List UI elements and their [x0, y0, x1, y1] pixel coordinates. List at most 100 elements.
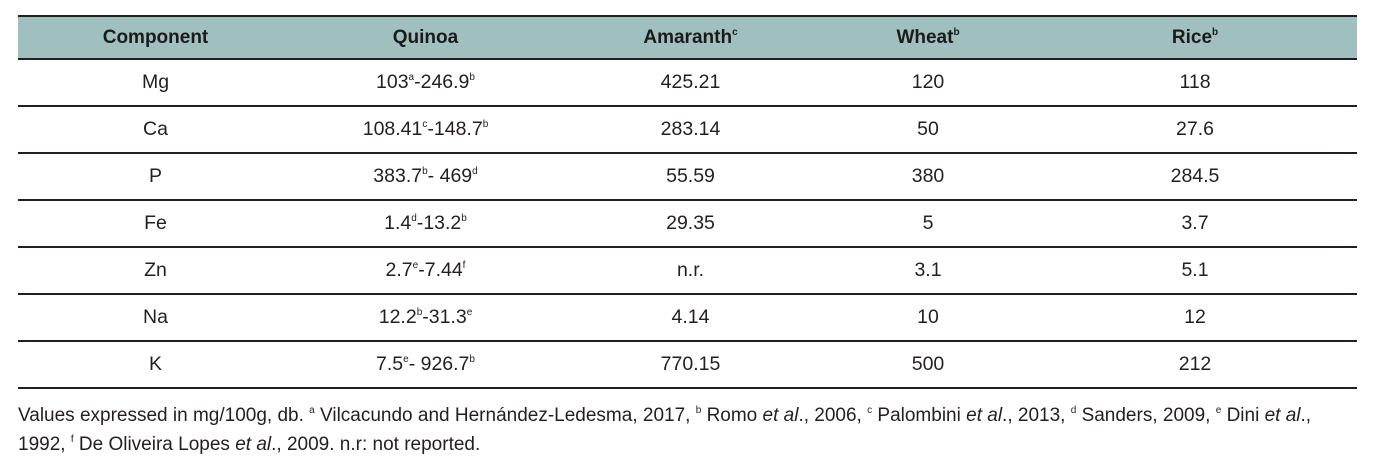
cell-amaranth: 29.35	[558, 200, 823, 248]
table-row: P 383.7b- 469d 55.59 380 284.5	[18, 153, 1357, 201]
quinoa-range-separator: -	[416, 212, 424, 234]
cell-rice: 118	[1033, 59, 1357, 107]
cell-amaranth: n.r.	[558, 247, 823, 295]
footnote-ref-author: Romo	[706, 405, 758, 426]
quinoa-low-ref: b	[422, 166, 428, 177]
footnote-reference: a Vilcacundo and Hernández-Ledesma, 2017…	[309, 405, 690, 426]
cell-wheat: 500	[823, 341, 1033, 389]
cell-wheat: 3.1	[823, 247, 1033, 295]
footnote-ref-year: ., 2006,	[798, 405, 862, 426]
cell-rice: 5.1	[1033, 247, 1357, 295]
quinoa-high-value: 148.7	[433, 118, 483, 140]
cell-amaranth: 55.59	[558, 153, 823, 201]
table-header-row: Component Quinoa Amaranthc Wheatb Riceb	[18, 15, 1357, 60]
table-row: Mg 103a-246.9b 425.21 120 118	[18, 59, 1357, 107]
table-row: K 7.5e- 926.7b 770.15 500 212	[18, 341, 1357, 389]
cell-rice: 212	[1033, 341, 1357, 389]
mineral-composition-table: Component Quinoa Amaranthc Wheatb Riceb …	[18, 15, 1357, 389]
table-row: Ca 108.41c-148.7b 283.14 50 27.6	[18, 106, 1357, 154]
cell-wheat: 380	[823, 153, 1033, 201]
footnote-references: a Vilcacundo and Hernández-Ledesma, 2017…	[18, 405, 1311, 455]
quinoa-high-value: 246.9	[420, 71, 470, 93]
quinoa-low-value: 12.2	[378, 306, 417, 328]
cell-wheat: 50	[823, 106, 1033, 154]
quinoa-high-ref: b	[461, 213, 467, 224]
quinoa-high-value: 7.44	[424, 259, 463, 281]
quinoa-low-value: 7.5	[376, 353, 404, 375]
quinoa-high-ref: b	[482, 119, 489, 130]
cell-wheat: 120	[823, 59, 1033, 107]
cell-quinoa: 12.2b-31.3e	[293, 294, 558, 342]
quinoa-low-value: 103	[376, 71, 409, 93]
quinoa-low-value: 2.7	[385, 259, 413, 281]
quinoa-high-ref: b	[469, 354, 475, 365]
footnote-ref-author: Palombini	[877, 405, 961, 426]
footnote-ref-author: Dini	[1226, 405, 1260, 426]
cell-amaranth: 4.14	[558, 294, 823, 342]
quinoa-range-separator: -	[422, 306, 429, 328]
quinoa-high-value: 13.2	[423, 212, 462, 234]
footnote-reference: e Dini et al., 1992,	[18, 405, 1311, 455]
table-body: Mg 103a-246.9b 425.21 120 118 Ca 108.41c-148.7…	[18, 59, 1357, 389]
cell-component: Ca	[18, 106, 293, 154]
footnote-reference: d Sanders, 2009,	[1065, 405, 1211, 426]
footnote-ref-marker: f	[70, 434, 74, 445]
cell-rice: 3.7	[1033, 200, 1357, 248]
header-component: Component	[18, 15, 293, 60]
footnote-reference: f De Oliveira Lopes et al., 2009.	[66, 434, 335, 455]
quinoa-low-ref: e	[403, 354, 409, 365]
footnote-intro: Values expressed in mg/100g, db.	[18, 405, 304, 426]
table-row: Fe 1.4d-13.2b 29.35 5 3.7	[18, 200, 1357, 248]
cell-component: Zn	[18, 247, 293, 295]
cell-wheat: 10	[823, 294, 1033, 342]
header-amaranth: Amaranthc	[558, 15, 823, 60]
quinoa-high-ref: b	[469, 72, 475, 83]
quinoa-low-value: 383.7	[373, 165, 423, 187]
cell-quinoa: 383.7b- 469d	[293, 153, 558, 201]
table-footnote: Values expressed in mg/100g, db. a Vilca…	[18, 401, 1363, 459]
quinoa-high-ref: f	[462, 260, 466, 271]
nutrient-table-container: Component Quinoa Amaranthc Wheatb Riceb …	[18, 15, 1357, 459]
quinoa-high-value: 469	[439, 165, 473, 187]
footnote-reference: b Romo et al., 2006,	[690, 405, 862, 426]
footnote-ref-year: ., 2013,	[1002, 405, 1066, 426]
footnote-ref-year: ., 1992,	[18, 405, 1312, 455]
quinoa-low-ref: c	[422, 119, 428, 130]
cell-component: Na	[18, 294, 293, 342]
cell-quinoa: 2.7e-7.44f	[293, 247, 558, 295]
cell-amaranth: 283.14	[558, 106, 823, 154]
table-row: Na 12.2b-31.3e 4.14 10 12	[18, 294, 1357, 342]
quinoa-range-separator: -	[408, 353, 421, 375]
header-wheat: Wheatb	[823, 15, 1033, 60]
footnote-ref-marker: c	[867, 405, 873, 416]
header-quinoa: Quinoa	[293, 15, 558, 60]
quinoa-low-ref: a	[408, 72, 415, 83]
cell-wheat: 5	[823, 200, 1033, 248]
quinoa-low-value: 108.41	[362, 118, 423, 140]
cell-amaranth: 425.21	[558, 59, 823, 107]
quinoa-range-separator: -	[427, 118, 434, 140]
quinoa-low-value: 1.4	[384, 212, 412, 234]
footnote-ref-etal: et al	[762, 405, 799, 426]
quinoa-low-ref: e	[412, 260, 419, 271]
cell-rice: 27.6	[1033, 106, 1357, 154]
footnote-ref-marker: e	[1215, 405, 1222, 416]
cell-quinoa: 108.41c-148.7b	[293, 106, 558, 154]
header-rice: Riceb	[1033, 15, 1357, 60]
cell-amaranth: 770.15	[558, 341, 823, 389]
cell-quinoa: 7.5e- 926.7b	[293, 341, 558, 389]
cell-component: P	[18, 153, 293, 201]
cell-component: Mg	[18, 59, 293, 107]
footnote-ref-author: Sanders, 2009,	[1081, 405, 1211, 426]
cell-component: K	[18, 341, 293, 389]
footnote-ref-etal: et al	[1264, 405, 1301, 426]
quinoa-high-value: 31.3	[428, 306, 467, 328]
cell-quinoa: 1.4d-13.2b	[293, 200, 558, 248]
footnote-ref-etal: et al	[966, 405, 1003, 426]
table-row: Zn 2.7e-7.44f n.r. 3.1 5.1	[18, 247, 1357, 295]
quinoa-low-ref: b	[416, 307, 423, 318]
footnote-ref-etal: et al	[235, 434, 272, 455]
cell-quinoa: 103a-246.9b	[293, 59, 558, 107]
quinoa-range-separator: -	[414, 71, 421, 93]
quinoa-low-ref: d	[411, 213, 417, 224]
